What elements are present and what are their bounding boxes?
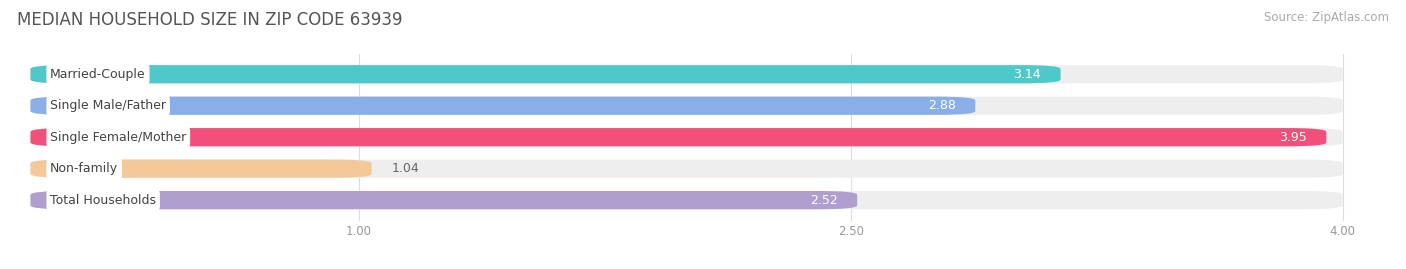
FancyBboxPatch shape: [31, 128, 1343, 146]
Text: 2.52: 2.52: [810, 194, 838, 207]
FancyBboxPatch shape: [31, 160, 1343, 178]
FancyBboxPatch shape: [31, 191, 858, 209]
Text: 3.14: 3.14: [1014, 68, 1040, 81]
Text: 1.04: 1.04: [391, 162, 419, 175]
FancyBboxPatch shape: [31, 97, 976, 115]
Text: MEDIAN HOUSEHOLD SIZE IN ZIP CODE 63939: MEDIAN HOUSEHOLD SIZE IN ZIP CODE 63939: [17, 11, 402, 29]
FancyBboxPatch shape: [31, 128, 1326, 146]
Text: 2.88: 2.88: [928, 99, 956, 112]
FancyBboxPatch shape: [31, 65, 1343, 83]
Text: Single Male/Father: Single Male/Father: [51, 99, 166, 112]
Text: 3.95: 3.95: [1279, 131, 1306, 144]
Text: Single Female/Mother: Single Female/Mother: [51, 131, 187, 144]
Text: Total Households: Total Households: [51, 194, 156, 207]
Text: Source: ZipAtlas.com: Source: ZipAtlas.com: [1264, 11, 1389, 24]
FancyBboxPatch shape: [31, 65, 1060, 83]
FancyBboxPatch shape: [31, 191, 1343, 209]
Text: Married-Couple: Married-Couple: [51, 68, 146, 81]
Text: Non-family: Non-family: [51, 162, 118, 175]
FancyBboxPatch shape: [31, 160, 371, 178]
FancyBboxPatch shape: [31, 97, 1343, 115]
